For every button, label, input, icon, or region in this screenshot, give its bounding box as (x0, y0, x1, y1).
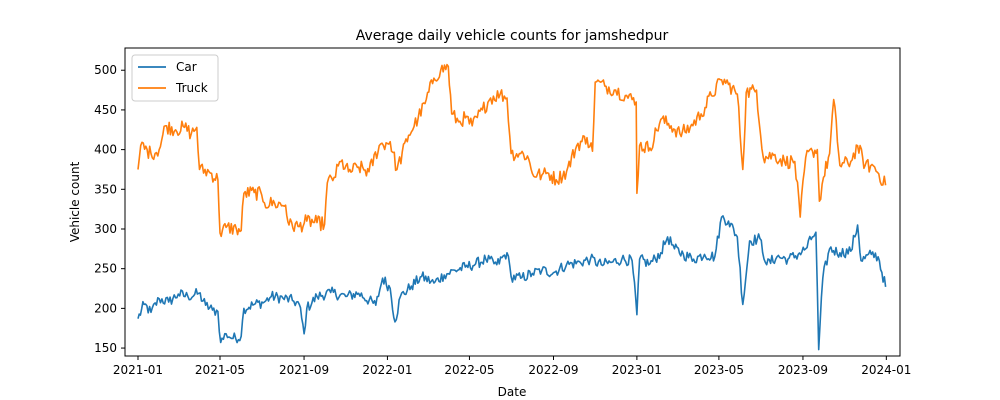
x-tick-label: 2022-01 (362, 363, 412, 377)
legend-label-truck: Truck (175, 81, 208, 95)
y-tick-label: 500 (94, 63, 117, 77)
y-tick-label: 250 (94, 262, 117, 276)
series-line-truck (137, 63, 887, 238)
y-tick-label: 150 (94, 341, 117, 355)
x-tick-label: 2024-01 (861, 363, 911, 377)
x-tick-label: 2021-01 (113, 363, 163, 377)
x-tick-label: 2022-05 (444, 363, 494, 377)
chart-title: Average daily vehicle counts for jamshed… (356, 28, 669, 44)
plot-background (125, 48, 900, 356)
y-tick-label: 200 (94, 301, 117, 315)
plot-area (124, 47, 901, 357)
x-axis-label: Date (498, 385, 527, 399)
x-tick-label: 2023-09 (778, 363, 828, 377)
x-tick-label: 2022-09 (528, 363, 578, 377)
y-tick-label: 450 (94, 103, 117, 117)
legend: Car Truck (131, 54, 219, 102)
x-tick-label: 2021-05 (195, 363, 245, 377)
x-tick-label: 2021-09 (279, 363, 329, 377)
x-tick-label: 2023-01 (612, 363, 662, 377)
plot-frame (124, 47, 901, 357)
y-axis: 150 200 250 300 350 400 450 500 (94, 63, 125, 355)
y-axis-label: Vehicle count (68, 161, 82, 242)
x-tick-label: 2023-05 (694, 363, 744, 377)
legend-label-car: Car (176, 60, 197, 74)
y-tick-label: 350 (94, 182, 117, 196)
y-tick-label: 400 (94, 143, 117, 157)
x-axis: 2021-01 2021-05 2021-09 2022-01 2022-05 2022-… (113, 356, 911, 377)
series-line-car (137, 215, 887, 351)
series-layer (137, 63, 887, 351)
y-tick-label: 300 (94, 222, 117, 236)
